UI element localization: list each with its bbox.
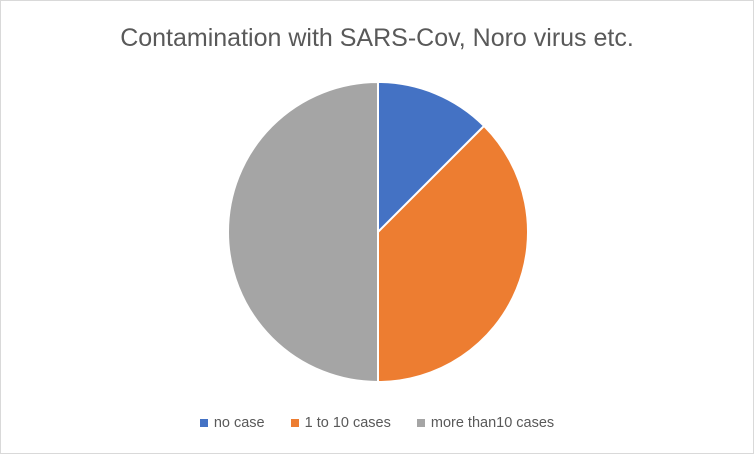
legend-swatch-no-case: [199, 419, 208, 427]
legend-item-more-than-10-cases: more than10 cases: [416, 415, 555, 431]
legend-swatch-more-than-10-cases: [416, 419, 425, 427]
legend-item-1-to-10-cases: 1 to 10 cases: [290, 415, 391, 431]
legend-item-no-case: no case: [199, 415, 265, 431]
legend-label-1-to-10-cases: 1 to 10 cases: [304, 415, 391, 431]
chart-title: Contamination with SARS-Cov, Noro virus …: [120, 24, 634, 52]
legend: no case 1 to 10 cases more than10 cases: [1, 412, 753, 434]
pie-slices: [227, 81, 529, 383]
legend-label-no-case: no case: [213, 415, 265, 431]
legend-swatch-1-to-10-cases: [290, 419, 299, 427]
pie-slice-1-to-10-cases: [377, 124, 529, 383]
pie-slice-no-case: [377, 81, 486, 233]
pie-slice-more-than10-cases: [227, 81, 379, 383]
legend-label-more-than-10-cases: more than10 cases: [430, 415, 555, 431]
